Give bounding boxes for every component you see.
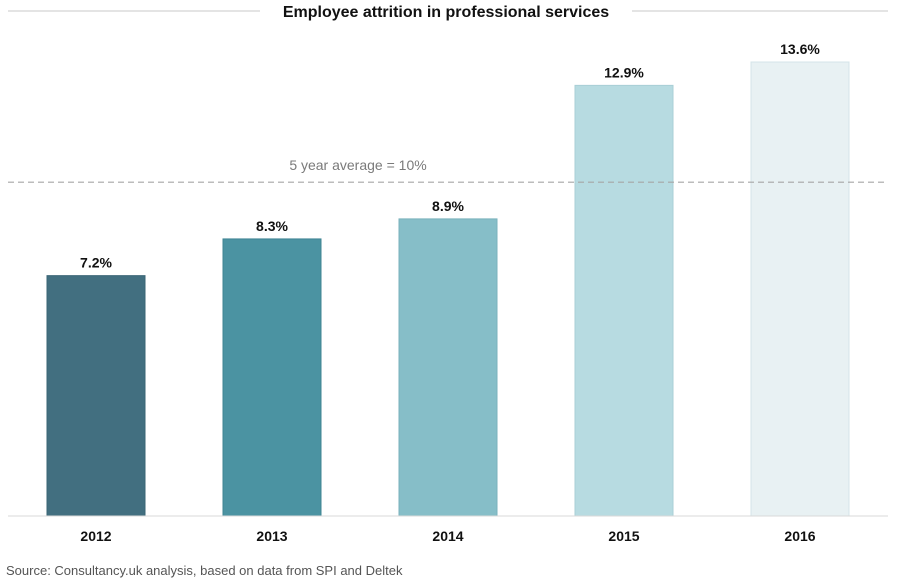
value-label-2012: 7.2% — [80, 255, 112, 271]
value-label-2013: 8.3% — [256, 218, 288, 234]
chart-title: Employee attrition in professional servi… — [283, 4, 609, 21]
source-note: Source: Consultancy.uk analysis, based o… — [6, 563, 403, 578]
category-label-2016: 2016 — [784, 528, 815, 544]
bar-2016 — [750, 61, 850, 517]
category-labels-group: 2012 2013 2014 2015 2016 — [80, 528, 815, 544]
bar-2012 — [46, 275, 146, 517]
average-reference-label: 5 year average = 10% — [289, 157, 426, 173]
bars-group — [46, 61, 850, 517]
category-label-2012: 2012 — [80, 528, 111, 544]
value-labels-group: 7.2% 8.3% 8.9% 12.9% 13.6% — [80, 41, 820, 271]
bar-2014 — [398, 218, 498, 517]
value-label-2014: 8.9% — [432, 198, 464, 214]
category-label-2013: 2013 — [256, 528, 287, 544]
category-label-2014: 2014 — [432, 528, 463, 544]
bar-2015 — [574, 84, 674, 517]
bar-2013 — [222, 238, 322, 517]
value-label-2015: 12.9% — [604, 64, 644, 80]
value-label-2016: 13.6% — [780, 41, 820, 57]
category-label-2015: 2015 — [608, 528, 639, 544]
